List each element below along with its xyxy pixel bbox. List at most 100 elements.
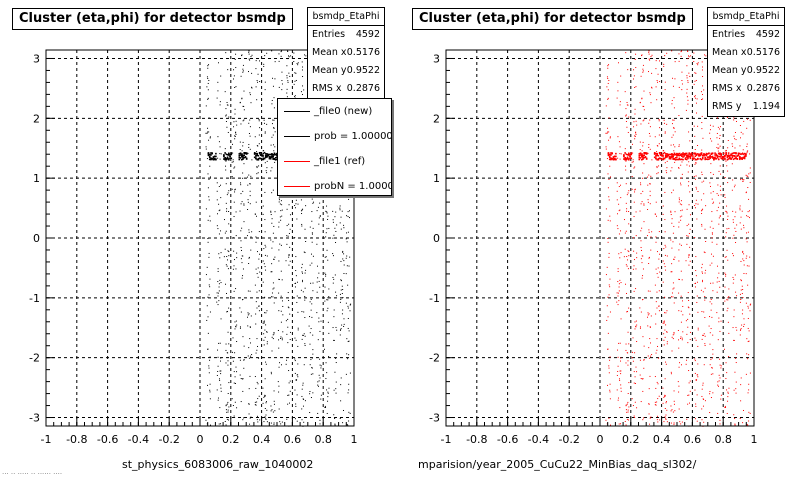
right-data-point <box>672 85 674 87</box>
left-data-point <box>347 392 349 394</box>
right-data-point <box>635 235 637 237</box>
left-data-point <box>326 228 328 230</box>
left-data-point <box>273 126 275 128</box>
right-data-point <box>617 90 619 92</box>
left-data-point <box>236 341 238 343</box>
left-data-point <box>241 262 243 264</box>
left-data-point <box>239 326 241 328</box>
right-band-point <box>694 152 697 155</box>
right-data-point <box>616 374 618 376</box>
left-data-point <box>207 238 209 240</box>
right-band-point <box>726 155 729 158</box>
right-data-point <box>724 286 726 288</box>
left-data-point <box>295 403 297 405</box>
left-data-point <box>243 105 245 107</box>
left-data-point <box>266 167 268 169</box>
right-band-point <box>676 152 678 155</box>
right-data-point <box>705 241 707 243</box>
left-data-point <box>256 291 258 293</box>
left-data-point <box>285 320 287 322</box>
left-data-point <box>345 302 347 304</box>
right-data-point <box>733 278 735 280</box>
left-data-point <box>255 236 257 238</box>
right-data-point <box>705 55 707 57</box>
left-data-point <box>220 197 222 199</box>
right-data-point <box>748 383 750 385</box>
right-data-point <box>740 289 742 291</box>
left-data-point <box>297 329 299 331</box>
right-data-point <box>656 165 658 167</box>
right-data-point <box>672 296 674 298</box>
left-data-point <box>339 334 341 336</box>
left-data-point <box>311 220 313 222</box>
left-data-point <box>205 274 207 276</box>
left-data-point <box>289 260 291 262</box>
right-data-point <box>697 144 699 146</box>
right-data-point <box>619 379 621 381</box>
left-y-tick-label: 0 <box>33 232 40 245</box>
left-data-point <box>335 381 337 383</box>
right-data-point <box>673 423 675 425</box>
right-data-point <box>641 262 643 264</box>
left-data-point <box>227 268 229 270</box>
right-band-point <box>672 155 674 158</box>
left-data-point <box>220 153 222 155</box>
left-data-point <box>279 243 281 245</box>
right-band-point <box>656 154 658 157</box>
right-data-point <box>746 152 748 154</box>
left-data-point <box>301 223 303 225</box>
left-band-point <box>229 155 231 158</box>
right-data-point <box>640 75 642 77</box>
right-data-point <box>750 303 752 305</box>
left-data-point <box>243 345 245 347</box>
left-data-point <box>317 384 319 386</box>
right-band-point <box>673 152 676 155</box>
left-band-point <box>253 152 256 154</box>
left-data-point <box>225 115 227 117</box>
right-band-point <box>731 152 734 155</box>
left-data-point <box>225 404 227 406</box>
right-data-point <box>678 339 680 341</box>
left-data-point <box>316 265 318 267</box>
left-data-point <box>248 53 250 55</box>
left-data-point <box>207 127 209 129</box>
left-x-tick-label: 0.2 <box>222 433 240 446</box>
left-band-point <box>256 154 258 157</box>
left-data-point <box>235 320 237 322</box>
left-data-point <box>225 405 227 407</box>
right-data-point <box>649 135 651 137</box>
right-data-point <box>649 59 651 61</box>
left-data-point <box>324 407 326 409</box>
right-data-point <box>728 288 730 290</box>
right-data-point <box>693 61 695 63</box>
right-data-point <box>681 215 683 217</box>
right-band-point <box>662 158 665 161</box>
left-data-point <box>288 55 290 57</box>
right-data-point <box>739 301 741 303</box>
left-y-tick-label: -3 <box>29 412 40 425</box>
right-data-point <box>619 342 621 344</box>
left-data-point <box>234 135 236 137</box>
right-data-point <box>685 260 687 262</box>
right-data-point <box>640 258 642 260</box>
right-data-point <box>686 225 688 227</box>
left-data-point <box>218 286 220 288</box>
right-data-point <box>651 54 653 56</box>
right-data-point <box>608 365 610 367</box>
right-data-point <box>607 238 609 240</box>
left-data-point <box>248 174 250 176</box>
left-band-point <box>276 158 278 161</box>
left-data-point <box>348 389 350 391</box>
right-band-point <box>662 157 665 160</box>
right-data-point <box>711 198 713 200</box>
left-data-point <box>333 339 335 341</box>
left-data-point <box>300 199 302 201</box>
right-data-point <box>735 362 737 364</box>
right-data-point <box>695 275 697 277</box>
right-data-point <box>659 60 661 62</box>
right-data-point <box>656 349 658 351</box>
right-data-point <box>659 253 661 255</box>
left-data-point <box>259 127 261 129</box>
left-data-point <box>296 379 298 381</box>
right-data-point <box>658 290 660 292</box>
